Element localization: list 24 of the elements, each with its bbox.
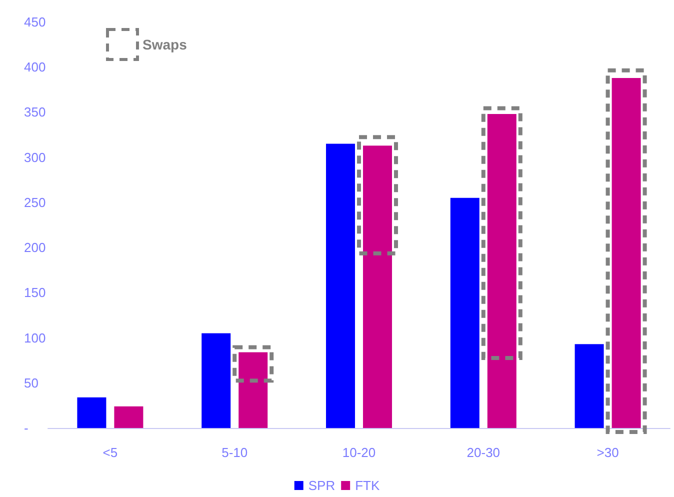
y-tick-label: 200 <box>24 240 46 256</box>
bar <box>202 333 231 428</box>
x-tick-label: <5 <box>102 445 118 460</box>
legend-label: FTK <box>355 478 380 493</box>
y-tick-label: 350 <box>24 104 46 120</box>
y-tick-label: - <box>24 420 28 436</box>
bar <box>450 198 480 428</box>
bar <box>114 406 144 428</box>
legend-label: SPR <box>308 478 336 493</box>
x-tick-label: >30 <box>596 445 619 460</box>
y-tick-label: 100 <box>24 330 46 346</box>
y-tick-label: 150 <box>24 285 46 300</box>
y-tick-label: 300 <box>24 150 46 165</box>
x-tick-label: 10-20 <box>342 445 376 460</box>
y-tick-label: 400 <box>24 60 46 75</box>
y-tick-label: 50 <box>24 375 38 390</box>
legend-label: Swaps <box>142 36 188 52</box>
bar <box>574 344 604 428</box>
x-tick-label: 5-10 <box>222 445 248 460</box>
y-tick-label: 250 <box>24 194 46 210</box>
bar <box>77 397 106 428</box>
bar <box>326 144 355 428</box>
x-tick-label: 20-30 <box>466 445 500 460</box>
y-tick-label: 450 <box>24 14 46 30</box>
